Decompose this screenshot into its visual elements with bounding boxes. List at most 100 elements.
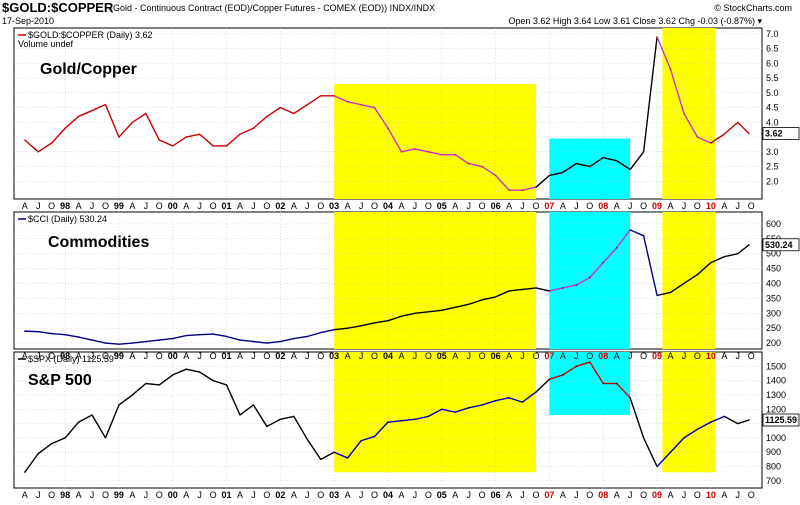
data-point [77, 115, 80, 118]
x-tick-label: O [263, 201, 270, 211]
series-line-segment [37, 142, 53, 153]
data-point [346, 327, 349, 330]
x-tick-label: J [736, 490, 741, 500]
data-point [723, 133, 726, 136]
data-point [198, 333, 201, 336]
x-tick-label: J [682, 351, 687, 361]
series-line-segment [549, 374, 564, 380]
x-tick-label: O [748, 201, 755, 211]
data-point [535, 391, 537, 393]
series-line-segment [91, 104, 106, 112]
series-line-segment [186, 334, 200, 337]
series-line-segment [266, 418, 281, 428]
x-tick-label: O [317, 490, 324, 500]
data-point [360, 103, 362, 106]
data-point [239, 133, 241, 136]
x-tick-label: O [371, 201, 378, 211]
data-point [656, 294, 658, 297]
x-tick-label: O [586, 490, 593, 500]
series-line-segment [199, 371, 214, 382]
x-tick-label: O [425, 490, 432, 500]
series-line-segment [481, 400, 496, 406]
panel-title: S&P 500 [28, 372, 92, 389]
x-tick-label: O [532, 490, 539, 500]
x-tick-label: 06 [491, 201, 501, 211]
y-tick-label: 1200 [766, 404, 786, 414]
series-line-segment [656, 36, 672, 70]
data-point [279, 340, 282, 343]
series-line-segment [428, 151, 442, 156]
data-point [629, 396, 632, 399]
data-point [669, 68, 672, 71]
x-tick-label: O [640, 201, 647, 211]
x-tick-label: J [628, 201, 633, 211]
data-point [656, 465, 658, 468]
data-point [104, 103, 107, 106]
data-point [212, 379, 215, 382]
series-line-segment [535, 287, 550, 292]
series-line-segment [589, 361, 604, 384]
series-line-segment [737, 244, 750, 255]
data-point [535, 186, 537, 189]
x-tick-label: 03 [329, 490, 339, 500]
x-tick-label: 07 [544, 351, 554, 361]
series-line-segment [105, 342, 119, 345]
x-tick-label: A [560, 201, 566, 211]
data-point [548, 378, 551, 381]
x-tick-label: A [129, 490, 135, 500]
series-line-segment [629, 151, 645, 170]
series-line-segment [710, 415, 725, 423]
x-tick-label: J [574, 201, 579, 211]
data-point [171, 145, 174, 147]
x-tick-label: J [466, 201, 471, 211]
data-point [91, 414, 93, 416]
x-tick-label: O [317, 351, 324, 361]
data-point [454, 411, 457, 414]
series-line-segment [683, 273, 698, 285]
series-line-segment [697, 421, 712, 430]
data-point [306, 438, 309, 441]
x-tick-label: O [586, 201, 593, 211]
y-tick-label: 350 [766, 293, 781, 303]
data-point [212, 333, 215, 336]
data-point [104, 436, 107, 439]
data-point [615, 159, 618, 162]
panel-sp500: 1500140013001200110010009008007001125.59… [13, 351, 800, 489]
series-line-segment [522, 186, 537, 191]
data-point [333, 94, 336, 97]
data-point [373, 106, 376, 109]
series-line-segment [51, 332, 66, 336]
x-tick-label: O [532, 351, 539, 361]
header-date: 17-Sep-2010 [2, 16, 54, 26]
series-line-segment [104, 404, 120, 439]
data-point [292, 337, 295, 340]
series-line-segment [737, 419, 750, 425]
series-line-segment [266, 107, 281, 118]
data-point [333, 451, 336, 454]
data-point [440, 153, 443, 156]
data-point [494, 399, 497, 402]
data-point [467, 162, 470, 165]
data-point [440, 309, 443, 312]
series-line-segment [656, 291, 671, 297]
x-tick-label: O [102, 201, 109, 211]
x-tick-label: 04 [383, 490, 393, 500]
x-tick-label: J [36, 351, 41, 361]
series-line-segment [280, 337, 294, 343]
x-tick-label: 00 [168, 201, 178, 211]
x-tick-label: O [102, 351, 109, 361]
series-line-segment [642, 437, 658, 467]
y-tick-label: 6.5 [766, 44, 779, 54]
x-tick-label: J [251, 201, 256, 211]
x-tick-label: J [682, 201, 687, 211]
x-tick-label: J [359, 490, 364, 500]
panel-gold-copper: 7.06.56.05.55.04.54.03.53.02.52.03.62$GO… [13, 27, 800, 200]
data-point [360, 439, 362, 442]
series-line-segment [239, 404, 254, 416]
series-line-segment [37, 443, 53, 455]
x-tick-label: O [156, 201, 163, 211]
data-point [642, 234, 645, 237]
data-point [696, 136, 699, 138]
x-tick-label: A [345, 201, 351, 211]
x-tick-label: 04 [383, 351, 393, 361]
